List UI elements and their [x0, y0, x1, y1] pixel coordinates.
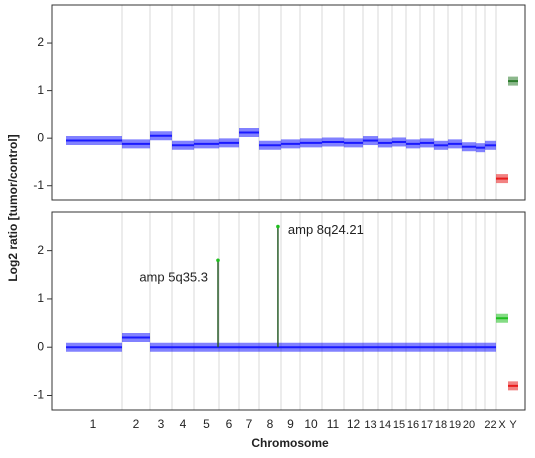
x-tick-label: 19	[449, 419, 461, 431]
x-tick-label: 5	[203, 417, 210, 431]
x-tick-label: 20	[463, 419, 475, 431]
x-tick-label: 14	[379, 419, 391, 431]
x-tick-label: 8	[267, 417, 274, 431]
x-tick-label: 4	[180, 417, 187, 431]
x-tick-label: 2	[133, 417, 140, 431]
annotation: amp 8q24.21	[288, 222, 364, 237]
y-tick-label: 2	[37, 35, 44, 49]
x-tick-label: X	[498, 419, 506, 431]
x-tick-label: 1	[90, 417, 97, 431]
y-tick-label: 2	[37, 243, 44, 257]
x-tick-label: 16	[407, 419, 419, 431]
y-axis-label: Log2 ratio [tumor/control]	[6, 134, 20, 281]
x-tick-label: 6	[226, 417, 233, 431]
x-tick-label: Y	[509, 419, 517, 431]
annotation: amp 5q35.3	[139, 270, 208, 285]
y-tick-label: -1	[33, 388, 44, 402]
panel-frame	[51, 211, 526, 411]
x-tick-label: 17	[421, 419, 433, 431]
y-tick-label: 1	[37, 291, 44, 305]
x-tick-label: 3	[158, 417, 165, 431]
x-tick-label: 11	[327, 417, 340, 431]
x-axis-label: Chromosome	[251, 436, 329, 450]
x-tick-label: 13	[364, 419, 376, 431]
x-tick-label: 15	[393, 419, 405, 431]
panel-frame	[51, 4, 526, 201]
x-tick-label: 9	[287, 417, 294, 431]
x-tick-label: 12	[347, 417, 361, 431]
x-tick-label: 7	[246, 417, 253, 431]
spike-tip	[276, 224, 280, 229]
x-tick-label: 10	[304, 417, 318, 431]
spike-tip	[216, 258, 220, 263]
y-tick-label: 1	[37, 83, 44, 97]
y-tick-label: -1	[33, 178, 44, 192]
y-tick-label: 0	[37, 130, 44, 144]
x-tick-label: 18	[435, 419, 447, 431]
x-tick-label: 22	[484, 419, 496, 431]
y-tick-label: 0	[37, 339, 44, 353]
